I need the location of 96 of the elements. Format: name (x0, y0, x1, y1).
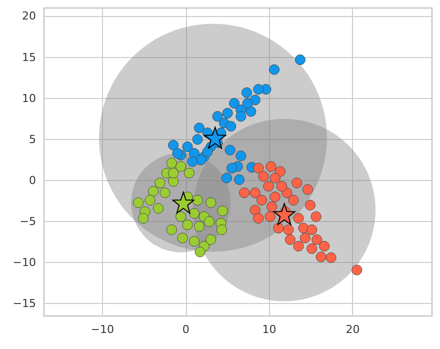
point (168, 168, 179, 178)
point (250, 204, 260, 216)
point (177, 232, 188, 244)
point (236, 111, 246, 122)
point (212, 111, 223, 122)
point (293, 213, 304, 224)
point (310, 211, 322, 222)
x-tick-label: 20 (346, 323, 360, 336)
point (312, 234, 322, 245)
point (284, 234, 296, 245)
point (188, 236, 200, 247)
point (229, 98, 240, 109)
point (236, 150, 246, 162)
point (304, 200, 316, 210)
x-tick-label: −10 (90, 323, 114, 336)
point (176, 211, 186, 222)
point (294, 54, 306, 65)
point (352, 264, 362, 276)
point (204, 216, 214, 227)
point (206, 197, 216, 208)
point (293, 240, 304, 252)
point (226, 121, 236, 132)
point (266, 161, 276, 172)
point (242, 98, 253, 109)
point (192, 134, 203, 145)
point (138, 213, 149, 224)
y-tick-label: 5 (29, 132, 36, 146)
point (148, 186, 159, 196)
point (196, 154, 206, 166)
y-tick-label: −10 (12, 256, 36, 270)
point (306, 224, 318, 236)
point (253, 84, 264, 95)
x-tick-label: 0 (182, 323, 190, 336)
point (133, 197, 144, 208)
point (194, 221, 204, 232)
point (266, 202, 278, 212)
point (166, 224, 177, 236)
point (273, 222, 284, 234)
y-tick-label: −5 (20, 215, 36, 228)
point (306, 243, 318, 254)
point (172, 148, 183, 159)
point (270, 172, 280, 184)
point (187, 156, 198, 167)
point (253, 213, 264, 224)
point (216, 224, 227, 236)
point (182, 142, 193, 152)
point (204, 126, 226, 149)
point (172, 192, 194, 214)
y-tick-label: 0 (29, 174, 36, 187)
point (258, 171, 269, 182)
point (184, 168, 194, 178)
point (176, 161, 186, 172)
point (283, 224, 294, 236)
point (226, 162, 237, 174)
point (168, 140, 179, 150)
point (246, 106, 256, 117)
point (221, 172, 232, 184)
y-tick-label: 15 (22, 50, 36, 64)
point (256, 194, 268, 206)
point (192, 194, 203, 206)
point (234, 174, 244, 185)
point (188, 208, 200, 219)
point (300, 232, 310, 244)
point (194, 122, 204, 134)
point (263, 180, 274, 192)
point (276, 180, 288, 192)
point (144, 194, 156, 206)
point (206, 234, 216, 245)
point (194, 246, 206, 258)
point (217, 206, 228, 216)
y-tick-label: 20 (22, 10, 36, 23)
point (224, 144, 236, 156)
point (242, 87, 252, 98)
point (222, 108, 233, 118)
point (288, 194, 299, 206)
point (316, 252, 326, 262)
y-tick-label: 10 (22, 92, 36, 105)
point (182, 220, 193, 230)
point (166, 158, 177, 168)
point (253, 162, 264, 174)
point (302, 184, 313, 195)
y-tick-label: −15 (12, 297, 36, 310)
point (269, 64, 280, 75)
point (154, 178, 166, 188)
point (319, 240, 330, 252)
point (153, 203, 164, 214)
point (270, 192, 280, 202)
point (250, 188, 260, 198)
point (273, 203, 296, 226)
point (264, 211, 276, 222)
point (292, 178, 302, 188)
point (202, 146, 213, 157)
point (160, 188, 170, 198)
x-tick-label: 10 (262, 323, 276, 336)
point (326, 252, 336, 263)
point (239, 188, 250, 198)
